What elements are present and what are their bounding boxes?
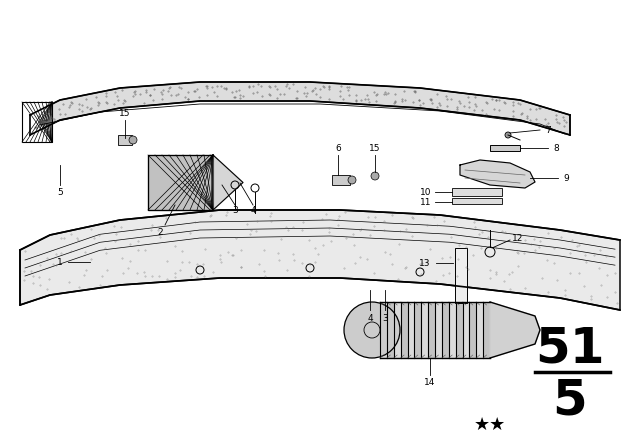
Bar (455, 248, 467, 303)
Bar (394, 302, 401, 358)
Text: 51: 51 (535, 324, 605, 372)
Text: 5: 5 (552, 376, 588, 424)
Bar (401, 302, 408, 358)
Text: 5: 5 (57, 188, 63, 197)
Text: 11: 11 (420, 198, 432, 207)
Bar (442, 302, 449, 358)
Text: 12: 12 (512, 233, 524, 242)
Bar (452, 198, 502, 204)
Text: 15: 15 (369, 143, 381, 152)
Bar (435, 302, 442, 358)
Circle shape (344, 302, 400, 358)
Bar (118, 135, 132, 145)
Text: 15: 15 (119, 108, 131, 117)
Bar (148, 155, 213, 210)
Circle shape (348, 176, 356, 184)
Text: 7: 7 (545, 125, 551, 134)
Text: 6: 6 (335, 143, 341, 152)
Text: ★★: ★★ (474, 416, 506, 434)
Bar (332, 175, 350, 185)
Text: 13: 13 (419, 258, 431, 267)
Text: 4: 4 (250, 206, 256, 215)
Circle shape (371, 172, 379, 180)
Polygon shape (213, 155, 243, 210)
Bar (428, 302, 435, 358)
Text: 10: 10 (420, 188, 432, 197)
Polygon shape (460, 160, 535, 188)
Bar (380, 302, 387, 358)
Polygon shape (30, 82, 570, 135)
Polygon shape (490, 302, 540, 358)
Circle shape (505, 132, 511, 138)
FancyArrow shape (490, 145, 520, 151)
Text: 4: 4 (367, 314, 373, 323)
Bar (414, 302, 421, 358)
Bar (476, 302, 483, 358)
Bar (463, 302, 469, 358)
Bar (456, 302, 463, 358)
Bar (22, 102, 52, 142)
Bar (421, 302, 428, 358)
Text: 1: 1 (57, 258, 63, 267)
Bar (452, 188, 502, 196)
Polygon shape (20, 210, 620, 310)
Text: 3: 3 (232, 206, 238, 215)
Bar (408, 302, 414, 358)
Circle shape (129, 136, 137, 144)
Bar (148, 155, 213, 210)
Text: 9: 9 (563, 173, 569, 182)
Text: 8: 8 (553, 143, 559, 152)
Bar (449, 302, 456, 358)
Bar (387, 302, 394, 358)
Text: 14: 14 (424, 378, 436, 387)
Text: 2: 2 (157, 228, 163, 237)
Text: 3: 3 (382, 314, 388, 323)
Bar (483, 302, 490, 358)
Bar (469, 302, 476, 358)
